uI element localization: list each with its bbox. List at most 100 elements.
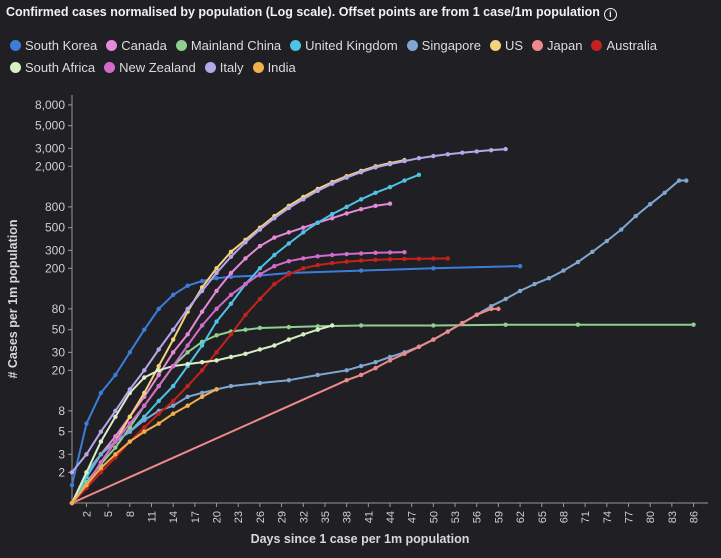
legend-item[interactable]: Singapore	[406, 38, 481, 53]
info-icon[interactable]: i	[603, 8, 617, 21]
data-point[interactable]	[286, 337, 292, 342]
legend-item[interactable]: United Kingdom	[290, 38, 398, 53]
data-point[interactable]	[431, 266, 436, 271]
data-point[interactable]	[416, 172, 422, 178]
data-point[interactable]	[142, 417, 147, 423]
data-point[interactable]	[228, 354, 234, 360]
data-point[interactable]	[431, 256, 436, 261]
data-point[interactable]	[98, 390, 104, 396]
data-point[interactable]	[185, 332, 190, 337]
data-point[interactable]	[301, 266, 306, 271]
data-point[interactable]	[301, 256, 306, 261]
data-point[interactable]	[445, 256, 451, 261]
data-point[interactable]	[402, 256, 407, 262]
data-point[interactable]	[257, 325, 263, 331]
data-point[interactable]	[69, 482, 75, 488]
data-point[interactable]	[503, 146, 508, 152]
data-point[interactable]	[329, 211, 335, 217]
data-point[interactable]	[344, 368, 349, 373]
data-point[interactable]	[257, 243, 263, 249]
data-point[interactable]	[373, 365, 378, 371]
data-point[interactable]	[387, 257, 393, 262]
data-point[interactable]	[170, 337, 176, 342]
data-point[interactable]	[257, 296, 263, 302]
data-point[interactable]	[561, 268, 566, 273]
data-point[interactable]	[301, 230, 306, 235]
data-point[interactable]	[142, 403, 147, 408]
data-point[interactable]	[301, 225, 306, 230]
data-point[interactable]	[142, 368, 147, 373]
data-point[interactable]	[488, 147, 494, 153]
legend-item[interactable]: Italy	[204, 60, 244, 75]
data-point[interactable]	[329, 181, 335, 186]
data-point[interactable]	[113, 434, 118, 439]
data-point[interactable]	[604, 238, 610, 244]
data-point[interactable]	[358, 363, 364, 369]
data-point[interactable]	[199, 390, 205, 396]
data-point[interactable]	[113, 414, 118, 419]
data-point[interactable]	[214, 350, 219, 355]
data-point[interactable]	[517, 288, 523, 294]
data-point[interactable]	[358, 258, 364, 263]
data-point[interactable]	[315, 324, 320, 329]
data-point[interactable]	[546, 275, 552, 281]
data-point[interactable]	[142, 425, 147, 430]
data-point[interactable]	[301, 332, 306, 337]
data-point[interactable]	[127, 429, 133, 434]
data-point[interactable]	[84, 470, 89, 475]
data-point[interactable]	[286, 205, 292, 211]
legend-item[interactable]: South Africa	[10, 60, 95, 75]
data-point[interactable]	[156, 383, 161, 389]
data-point[interactable]	[272, 215, 277, 221]
data-point[interactable]	[358, 170, 364, 175]
data-point[interactable]	[488, 306, 494, 312]
data-point[interactable]	[445, 152, 451, 157]
data-point[interactable]	[301, 197, 306, 202]
data-point[interactable]	[113, 452, 118, 457]
data-point[interactable]	[684, 178, 689, 183]
data-point[interactable]	[358, 206, 364, 212]
data-point[interactable]	[532, 281, 537, 287]
data-point[interactable]	[214, 387, 219, 392]
data-point[interactable]	[272, 235, 277, 240]
data-point[interactable]	[329, 323, 335, 328]
data-point[interactable]	[185, 283, 190, 288]
data-point[interactable]	[344, 204, 349, 210]
data-point[interactable]	[142, 414, 147, 419]
data-point[interactable]	[113, 439, 118, 444]
data-point[interactable]	[214, 319, 219, 324]
data-point[interactable]	[214, 275, 219, 281]
data-point[interactable]	[358, 251, 364, 256]
data-point[interactable]	[243, 312, 248, 317]
data-point[interactable]	[228, 270, 234, 276]
data-point[interactable]	[503, 296, 508, 302]
data-point[interactable]	[127, 421, 133, 426]
data-point[interactable]	[199, 343, 205, 348]
data-point[interactable]	[358, 268, 364, 273]
data-point[interactable]	[199, 323, 205, 328]
data-point[interactable]	[214, 358, 219, 363]
data-point[interactable]	[142, 390, 147, 396]
data-point[interactable]	[402, 351, 407, 357]
data-point[interactable]	[517, 263, 523, 269]
data-point[interactable]	[127, 439, 133, 444]
data-point[interactable]	[445, 329, 451, 334]
data-point[interactable]	[373, 190, 378, 195]
data-point[interactable]	[402, 249, 407, 255]
data-point[interactable]	[286, 230, 292, 235]
legend-item[interactable]: Japan	[532, 38, 582, 53]
data-point[interactable]	[185, 343, 190, 348]
legend-item[interactable]: Australia	[591, 38, 657, 53]
legend-item[interactable]: India	[252, 60, 296, 75]
data-point[interactable]	[185, 403, 190, 408]
data-point[interactable]	[431, 323, 436, 328]
data-point[interactable]	[170, 383, 176, 389]
data-point[interactable]	[170, 411, 176, 416]
data-point[interactable]	[98, 465, 104, 471]
legend-item[interactable]: New Zealand	[104, 60, 196, 75]
data-point[interactable]	[127, 414, 133, 419]
data-point[interactable]	[185, 350, 190, 355]
data-point[interactable]	[142, 375, 147, 380]
data-point[interactable]	[228, 332, 234, 337]
data-point[interactable]	[373, 203, 378, 208]
